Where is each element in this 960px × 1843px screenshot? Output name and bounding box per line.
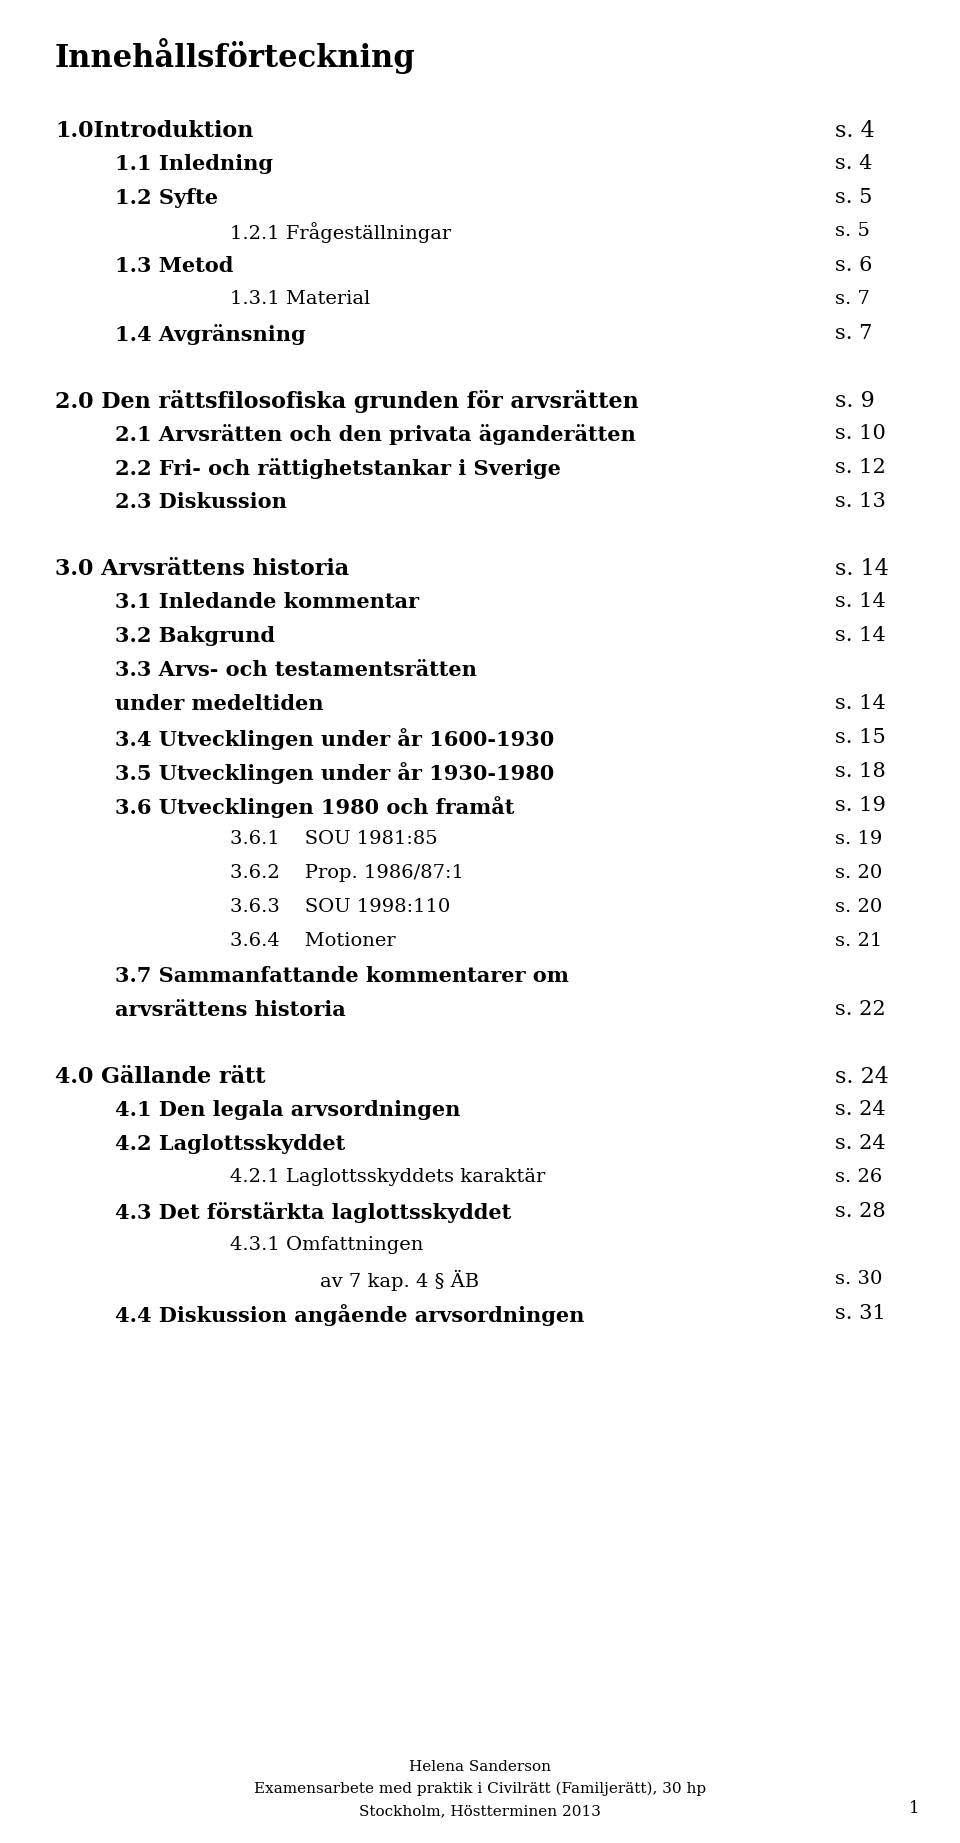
Text: 4.3.1 Omfattningen: 4.3.1 Omfattningen	[230, 1237, 423, 1253]
Text: 4.4 Diskussion angående arvsordningen: 4.4 Diskussion angående arvsordningen	[115, 1305, 585, 1325]
Text: s. 31: s. 31	[835, 1305, 886, 1323]
Text: s. 12: s. 12	[835, 459, 886, 477]
Text: s. 18: s. 18	[835, 761, 886, 781]
Text: 1.2.1 Frågeställningar: 1.2.1 Frågeställningar	[230, 221, 451, 243]
Text: 3.6 Utvecklingen 1980 och framåt: 3.6 Utvecklingen 1980 och framåt	[115, 796, 515, 818]
Text: 4.2 Laglottsskyddet: 4.2 Laglottsskyddet	[115, 1133, 346, 1154]
Text: 1: 1	[909, 1801, 920, 1817]
Text: s. 7: s. 7	[835, 324, 873, 343]
Text: s. 14: s. 14	[835, 558, 889, 581]
Text: 4.0 Gällande rätt: 4.0 Gällande rätt	[55, 1065, 266, 1087]
Text: s. 22: s. 22	[835, 1001, 886, 1019]
Text: s. 30: s. 30	[835, 1270, 882, 1288]
Text: s. 14: s. 14	[835, 592, 886, 612]
Text: s. 15: s. 15	[835, 728, 886, 746]
Text: s. 4: s. 4	[835, 155, 873, 173]
Text: s. 20: s. 20	[835, 864, 882, 883]
Text: s. 13: s. 13	[835, 492, 886, 511]
Text: s. 28: s. 28	[835, 1202, 886, 1222]
Text: Stockholm, Höstterminen 2013: Stockholm, Höstterminen 2013	[359, 1804, 601, 1817]
Text: 4.3 Det förstärkta laglottsskyddet: 4.3 Det förstärkta laglottsskyddet	[115, 1202, 512, 1224]
Text: 1.4 Avgränsning: 1.4 Avgränsning	[115, 324, 305, 345]
Text: 3.6.1    SOU 1981:85: 3.6.1 SOU 1981:85	[230, 829, 438, 848]
Text: s. 24: s. 24	[835, 1133, 886, 1154]
Text: 3.3 Arvs- och testamentsrätten: 3.3 Arvs- och testamentsrätten	[115, 660, 477, 680]
Text: 4.2.1 Laglottsskyddets karaktär: 4.2.1 Laglottsskyddets karaktär	[230, 1168, 545, 1187]
Text: under medeltiden: under medeltiden	[115, 695, 324, 713]
Text: s. 26: s. 26	[835, 1168, 882, 1187]
Text: 1.3 Metod: 1.3 Metod	[115, 256, 233, 276]
Text: s. 24: s. 24	[835, 1100, 886, 1119]
Text: 1.0Introduktion: 1.0Introduktion	[55, 120, 253, 142]
Text: s. 6: s. 6	[835, 256, 873, 275]
Text: 3.2 Bakgrund: 3.2 Bakgrund	[115, 627, 275, 647]
Text: s. 9: s. 9	[835, 391, 875, 413]
Text: s. 14: s. 14	[835, 695, 886, 713]
Text: 1.1 Inledning: 1.1 Inledning	[115, 155, 273, 173]
Text: 2.0 Den rättsfilosofiska grunden för arvsrätten: 2.0 Den rättsfilosofiska grunden för arv…	[55, 391, 638, 413]
Text: s. 14: s. 14	[835, 627, 886, 645]
Text: arvsrättens historia: arvsrättens historia	[115, 1001, 346, 1019]
Text: 3.1 Inledande kommentar: 3.1 Inledande kommentar	[115, 592, 419, 612]
Text: 2.1 Arvsrätten och den privata äganderätten: 2.1 Arvsrätten och den privata äganderät…	[115, 424, 636, 444]
Text: 3.0 Arvsrättens historia: 3.0 Arvsrättens historia	[55, 558, 349, 581]
Text: s. 21: s. 21	[835, 933, 882, 949]
Text: s. 24: s. 24	[835, 1065, 889, 1087]
Text: s. 19: s. 19	[835, 829, 882, 848]
Text: 3.5 Utvecklingen under år 1930-1980: 3.5 Utvecklingen under år 1930-1980	[115, 761, 554, 783]
Text: 2.3 Diskussion: 2.3 Diskussion	[115, 492, 287, 512]
Text: 1.3.1 Material: 1.3.1 Material	[230, 289, 371, 308]
Text: 3.6.2    Prop. 1986/87:1: 3.6.2 Prop. 1986/87:1	[230, 864, 464, 883]
Text: s. 5: s. 5	[835, 188, 873, 206]
Text: 2.2 Fri- och rättighetstankar i Sverige: 2.2 Fri- och rättighetstankar i Sverige	[115, 459, 561, 479]
Text: 1.2 Syfte: 1.2 Syfte	[115, 188, 218, 208]
Text: s. 5: s. 5	[835, 221, 870, 240]
Text: s. 19: s. 19	[835, 796, 886, 815]
Text: 3.4 Utvecklingen under år 1600-1930: 3.4 Utvecklingen under år 1600-1930	[115, 728, 554, 750]
Text: s. 7: s. 7	[835, 289, 870, 308]
Text: av 7 kap. 4 § ÄB: av 7 kap. 4 § ÄB	[320, 1270, 479, 1292]
Text: Helena Sanderson: Helena Sanderson	[409, 1760, 551, 1775]
Text: Examensarbete med praktik i Civilrätt (Familjerätt), 30 hp: Examensarbete med praktik i Civilrätt (F…	[254, 1782, 706, 1797]
Text: Innehållsförteckning: Innehållsförteckning	[55, 39, 416, 74]
Text: 3.6.4    Motioner: 3.6.4 Motioner	[230, 933, 396, 949]
Text: s. 10: s. 10	[835, 424, 886, 442]
Text: s. 20: s. 20	[835, 898, 882, 916]
Text: 3.7 Sammanfattande kommentarer om: 3.7 Sammanfattande kommentarer om	[115, 966, 569, 986]
Text: 4.1 Den legala arvsordningen: 4.1 Den legala arvsordningen	[115, 1100, 461, 1121]
Text: 3.6.3    SOU 1998:110: 3.6.3 SOU 1998:110	[230, 898, 450, 916]
Text: s. 4: s. 4	[835, 120, 875, 142]
